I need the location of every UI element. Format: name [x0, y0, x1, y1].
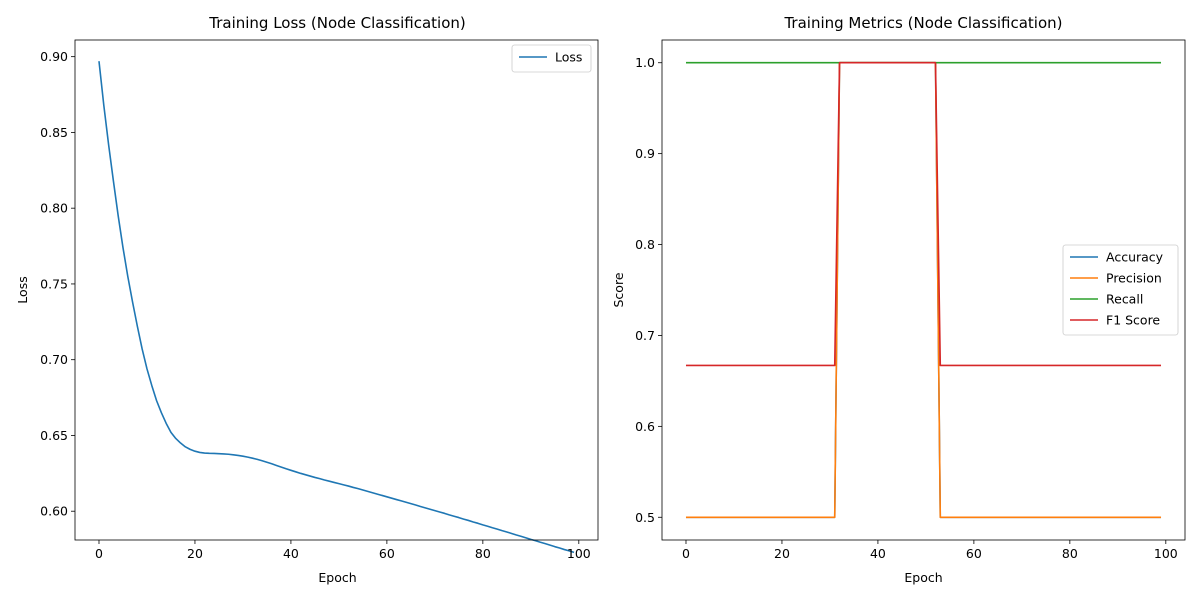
loss-chart-xlabel: Epoch	[318, 570, 356, 585]
metrics-chart-legend-label: F1 Score	[1106, 313, 1160, 328]
loss-chart-xtick-label: 0	[95, 546, 103, 561]
loss-chart-ytick-label: 0.80	[40, 201, 68, 216]
metrics-chart-xtick-label: 100	[1154, 546, 1178, 561]
metrics-chart-xtick-label: 20	[774, 546, 790, 561]
metrics-chart-xtick-label: 80	[1062, 546, 1078, 561]
metrics-chart-ylabel: Score	[611, 272, 626, 307]
metrics-chart-ytick-label: 0.5	[635, 510, 655, 525]
loss-chart-legend-label: Loss	[555, 50, 582, 65]
loss-chart-ytick-label: 0.60	[40, 504, 68, 519]
metrics-chart-ytick-label: 0.6	[635, 419, 655, 434]
loss-chart-xtick-label: 20	[187, 546, 203, 561]
metrics-chart-xtick-label: 40	[870, 546, 886, 561]
loss-chart-ytick-label: 0.70	[40, 352, 68, 367]
loss-chart-ytick-label: 0.90	[40, 49, 68, 64]
loss-chart-xtick-label: 100	[567, 546, 591, 561]
metrics-chart-title: Training Metrics (Node Classification)	[783, 14, 1062, 32]
loss-chart-legend: Loss	[511, 44, 592, 73]
loss-chart-ytick-label: 0.65	[40, 428, 68, 443]
metrics-chart-legend-label: Precision	[1106, 271, 1162, 286]
loss-chart-title: Training Loss (Node Classification)	[208, 14, 466, 32]
loss-chart-ylabel: Loss	[15, 276, 30, 303]
loss-chart-ytick-label: 0.75	[40, 276, 68, 291]
metrics-chart-series-line-f1-score	[685, 61, 1162, 367]
metrics-chart-plot-area	[661, 39, 1186, 541]
metrics-chart-xtick-label: 0	[682, 546, 690, 561]
metrics-chart: Training Metrics (Node Classification) E…	[611, 14, 1186, 585]
loss-chart-xtick-label: 40	[283, 546, 299, 561]
metrics-chart-legend-box	[1062, 244, 1179, 336]
metrics-chart-xtick-label: 60	[966, 546, 982, 561]
metrics-chart-legend-label: Accuracy	[1106, 250, 1164, 265]
loss-chart: Training Loss (Node Classification) Epoc…	[15, 14, 599, 585]
metrics-chart-ytick-label: 0.9	[635, 146, 655, 161]
loss-chart-ytick-label: 0.85	[40, 125, 68, 140]
loss-chart-xtick-label: 60	[379, 546, 395, 561]
loss-chart-xtick-label: 80	[475, 546, 491, 561]
metrics-chart-legend: Accuracy Precision Recall F1 Score	[1062, 244, 1179, 336]
metrics-chart-legend-label: Recall	[1106, 292, 1143, 307]
metrics-chart-ytick-label: 0.8	[635, 237, 655, 252]
metrics-chart-ytick-label: 0.7	[635, 328, 655, 343]
loss-chart-legend-box	[511, 44, 592, 73]
metrics-chart-ytick-label: 1.0	[635, 55, 655, 70]
loss-chart-series-line-loss	[98, 61, 575, 554]
metrics-chart-xlabel: Epoch	[904, 570, 942, 585]
loss-chart-plot-area	[74, 39, 599, 541]
